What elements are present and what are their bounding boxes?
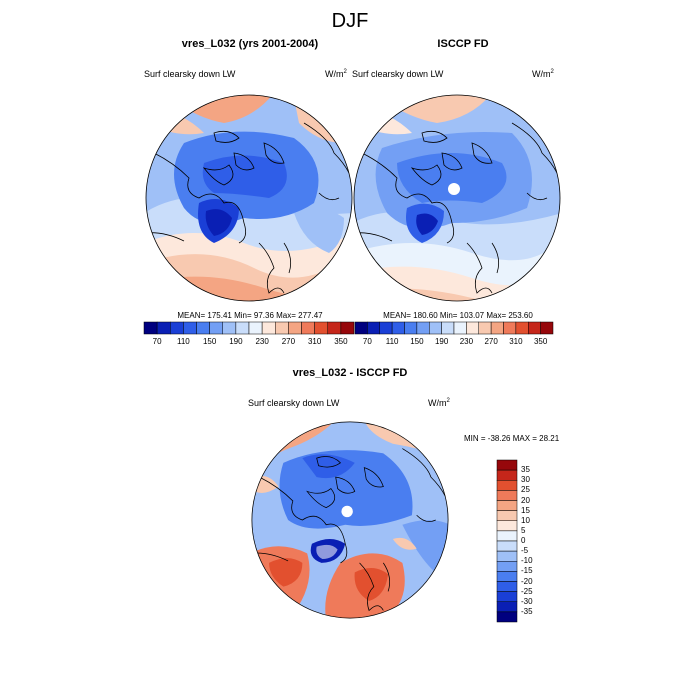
colorbar-swatch <box>496 490 518 501</box>
colorbar-swatch <box>156 321 171 335</box>
colorbar-swatch <box>496 469 518 481</box>
colorbar-swatch <box>466 321 479 335</box>
panel2-colorbar <box>354 321 554 335</box>
colorbar-swatch <box>275 321 289 335</box>
colorbar-swatch <box>429 321 442 335</box>
colorbar-swatch <box>248 321 263 335</box>
colorbar-swatch <box>496 601 518 613</box>
colorbar-swatch <box>496 611 518 623</box>
colorbar-tick-label: -10 <box>521 556 533 566</box>
panel1-stats: MEAN= 175.41 Min= 97.36 Max= 277.47 <box>177 311 323 320</box>
colorbar-swatch <box>496 540 518 552</box>
colorbar-swatch <box>143 321 158 335</box>
colorbar-tick-label: -15 <box>521 566 533 576</box>
colorbar-tick-label: 190 <box>229 337 243 346</box>
colorbar-swatch <box>354 321 368 335</box>
colorbar-swatch <box>496 581 518 592</box>
colorbar-swatch <box>367 321 380 335</box>
colorbar-swatch <box>540 321 554 335</box>
colorbar-swatch <box>478 321 492 335</box>
colorbar-swatch <box>314 321 328 335</box>
colorbar-swatch <box>496 571 518 582</box>
panel3-title: vres_L032 - ISCCP FD <box>292 367 408 379</box>
colorbar-swatch <box>496 561 518 572</box>
colorbar-tick-label: 270 <box>281 337 296 346</box>
colorbar-swatch <box>261 321 276 335</box>
colorbar-tick-label: 20 <box>521 495 530 505</box>
colorbar-tick-label: 310 <box>509 337 523 346</box>
figure-title: DJF <box>331 10 369 32</box>
colorbar-swatch <box>235 321 250 335</box>
colorbar-swatch <box>404 321 418 335</box>
colorbar-tick-label: 0 <box>521 536 526 545</box>
panel2-variable-label: Surf clearsky down LW <box>352 69 444 79</box>
colorbar-swatch <box>391 321 405 335</box>
colorbar-tick-label: 25 <box>521 485 530 495</box>
colorbar-swatch <box>515 321 529 335</box>
colorbar-tick-label: 10 <box>521 515 530 525</box>
colorbar-swatch <box>416 321 430 335</box>
colorbar-swatch <box>327 321 342 335</box>
colorbar-swatch <box>496 591 518 602</box>
colorbar-swatch <box>496 510 518 521</box>
colorbar-tick-label: 70 <box>152 337 162 346</box>
colorbar-tick-label: 110 <box>176 337 190 346</box>
colorbar-swatch <box>496 480 518 491</box>
colorbar-swatch <box>183 321 197 335</box>
colorbar-tick-label: 230 <box>255 337 269 346</box>
colorbar-tick-label: 310 <box>307 337 322 346</box>
panel3-variable-label: Surf clearsky down LW <box>248 398 340 408</box>
panel2-polar-map <box>353 94 561 302</box>
colorbar-tick-label: -35 <box>521 606 533 616</box>
colorbar-swatch <box>288 321 302 335</box>
colorbar-tick-label: 270 <box>484 337 498 346</box>
colorbar-swatch <box>340 321 355 335</box>
panel2-title: ISCCP FD <box>437 38 489 50</box>
panel1-polar-map <box>145 94 353 302</box>
colorbar-tick-label: 150 <box>410 337 424 346</box>
colorbar-swatch <box>490 321 504 335</box>
colorbar-tick-label: 30 <box>521 475 530 485</box>
colorbar-tick-label: 350 <box>533 337 548 346</box>
colorbar-swatch <box>496 459 518 471</box>
panel3-stats: MIN = -38.26 MAX = 28.21 <box>464 434 560 443</box>
panel1-colorbar <box>143 321 355 335</box>
panel2-stats: MEAN= 180.60 Min= 103.07 Max= 253.60 <box>383 311 533 320</box>
colorbar-tick-label: 15 <box>521 505 530 515</box>
colorbar-swatch <box>453 321 467 335</box>
colorbar-swatch <box>170 321 184 335</box>
panel3-units: W/m2 <box>428 398 450 408</box>
colorbar-swatch <box>496 520 518 532</box>
colorbar-swatch <box>496 500 518 511</box>
panel1-units: W/m2 <box>325 69 347 79</box>
panel3-polar-map <box>251 421 449 619</box>
panel2-units: W/m2 <box>532 69 554 79</box>
colorbar-tick-label: 110 <box>385 337 399 346</box>
panel1-variable-label: Surf clearsky down LW <box>144 69 236 79</box>
colorbar-tick-label: 70 <box>362 337 372 346</box>
colorbar-tick-label: -25 <box>521 586 533 596</box>
colorbar-swatch <box>528 321 541 335</box>
colorbar-swatch <box>441 321 455 335</box>
colorbar-swatch <box>496 530 518 542</box>
colorbar-tick-label: 35 <box>521 465 530 475</box>
colorbar-tick-label: -30 <box>521 596 533 606</box>
colorbar-tick-label: 350 <box>334 337 348 346</box>
colorbar-tick-label: 230 <box>459 337 474 346</box>
colorbar-tick-label: -20 <box>521 576 533 586</box>
panel3-colorbar <box>496 459 518 623</box>
colorbar-swatch <box>496 550 518 562</box>
colorbar-swatch <box>222 321 237 335</box>
colorbar-tick-label: 5 <box>521 525 526 535</box>
colorbar-swatch <box>301 321 315 335</box>
panel1-title: vres_L032 (yrs 2001-2004) <box>181 38 319 50</box>
colorbar-swatch <box>379 321 393 335</box>
colorbar-tick-label: -5 <box>521 546 529 556</box>
colorbar-swatch <box>196 321 210 335</box>
colorbar-swatch <box>503 321 517 335</box>
colorbar-tick-label: 190 <box>434 337 449 346</box>
colorbar-swatch <box>209 321 223 335</box>
colorbar-tick-label: 150 <box>202 337 217 346</box>
